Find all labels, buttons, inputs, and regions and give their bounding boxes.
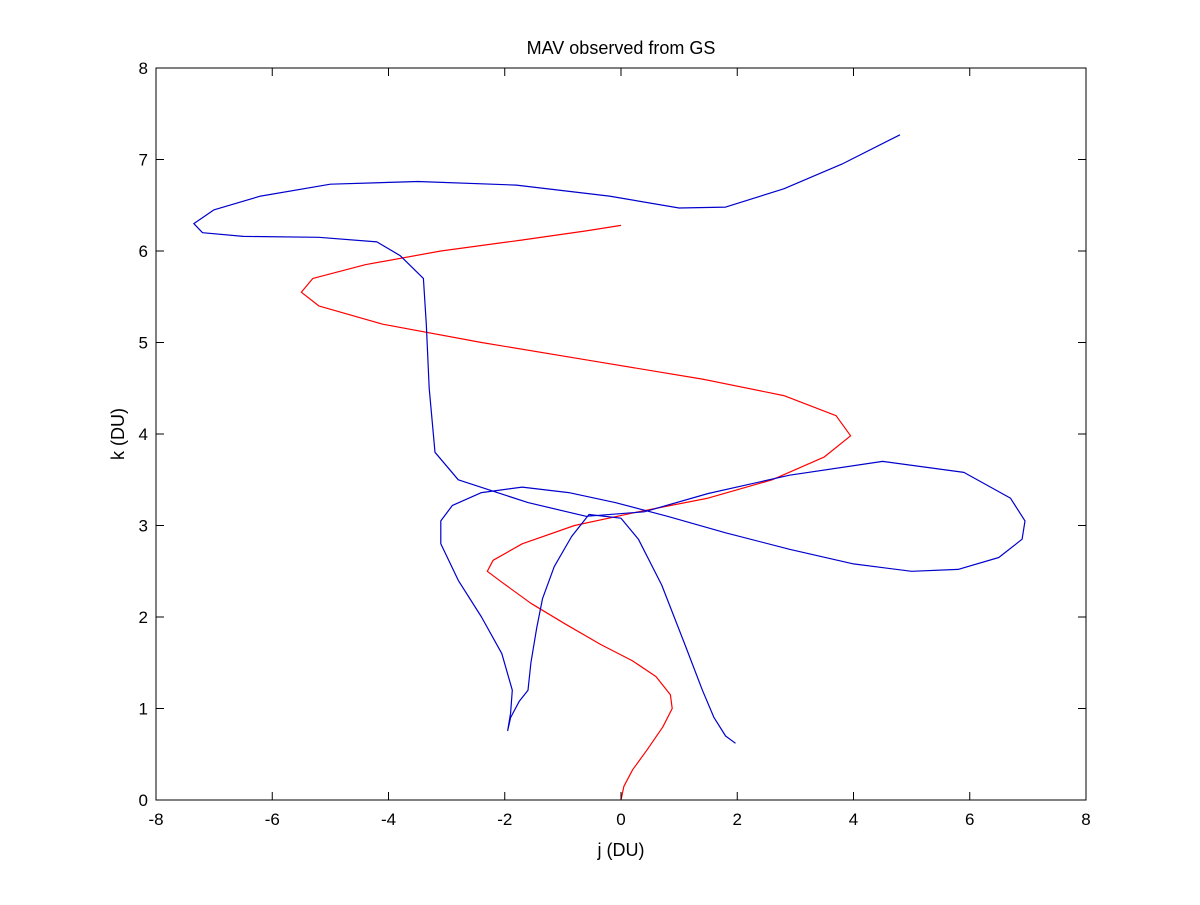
y-tick-label: 7 [139, 151, 148, 170]
y-tick-label: 8 [139, 59, 148, 78]
x-axis-label: j (DU) [597, 840, 645, 860]
x-tick-label: 4 [849, 810, 858, 829]
y-axis-label: k (DU) [108, 408, 128, 460]
x-tick-label: -4 [381, 810, 396, 829]
y-tick-label: 5 [139, 334, 148, 353]
y-tick-label: 6 [139, 242, 148, 261]
y-tick-label: 1 [139, 700, 148, 719]
x-tick-label: -6 [265, 810, 280, 829]
x-tick-label: 8 [1081, 810, 1090, 829]
y-tick-label: 2 [139, 608, 148, 627]
series-layer [193, 134, 1026, 801]
x-tick-label: -2 [497, 810, 512, 829]
x-tick-label: 2 [733, 810, 742, 829]
x-tick-label: -8 [148, 810, 163, 829]
chart-title: MAV observed from GS [527, 38, 716, 58]
series-line-2 [193, 134, 1026, 744]
plot-area [155, 67, 1087, 801]
series-line-1 [300, 224, 852, 801]
y-tick-label: 3 [139, 517, 148, 536]
y-tick-label: 0 [139, 791, 148, 810]
tick-layer: -8 -6 -4 -2 0 2 4 6 8 0 1 2 3 4 5 6 7 8 [139, 59, 1091, 829]
y-tick-label: 4 [139, 425, 148, 444]
x-tick-label: 6 [965, 810, 974, 829]
x-tick-label: 0 [616, 810, 625, 829]
